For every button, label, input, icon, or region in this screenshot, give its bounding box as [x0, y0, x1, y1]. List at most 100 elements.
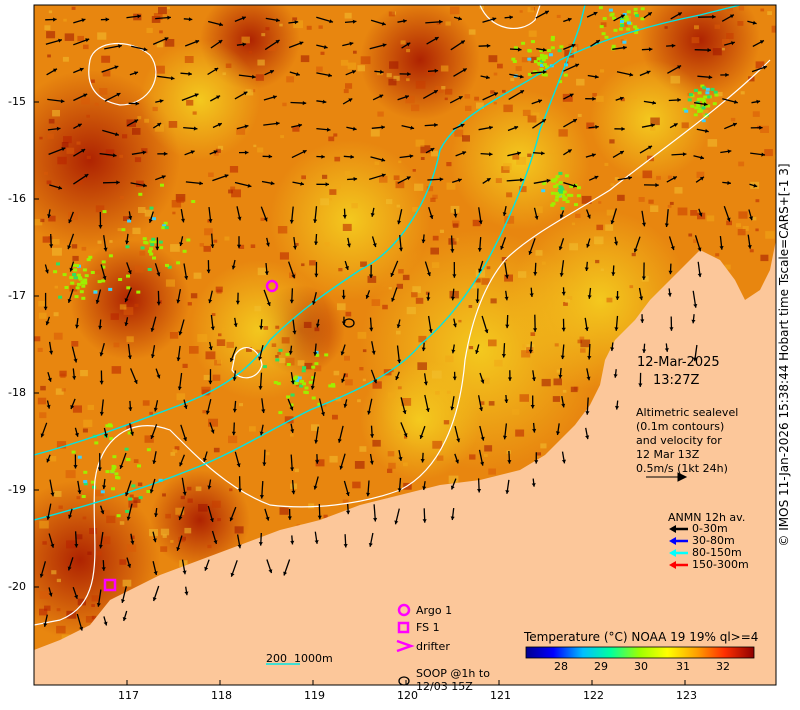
- velocity-arrowhead: [352, 126, 357, 131]
- fs-legend-label: FS 1: [416, 621, 440, 634]
- temperature-pixel: [527, 115, 537, 123]
- temperature-pixel: [411, 292, 418, 298]
- velocity-arrowhead: [429, 215, 434, 219]
- temperature-pixel: [71, 6, 76, 10]
- velocity-arrowhead: [79, 626, 84, 631]
- velocity-arrowhead: [544, 10, 549, 15]
- velocity-arrowhead: [264, 271, 269, 275]
- velocity-arrowhead: [302, 150, 307, 154]
- cool-pixel: [694, 88, 698, 92]
- temperature-pixel: [567, 296, 573, 300]
- temperature-pixel: [132, 128, 141, 135]
- temperature-pixel: [86, 155, 91, 160]
- temperature-pixel: [359, 367, 364, 371]
- y-tick-label-1: -16: [8, 192, 26, 205]
- cool-pixel: [331, 384, 336, 388]
- bathy-legend-label: 200 1000m: [266, 652, 333, 665]
- velocity-arrowhead: [703, 102, 708, 107]
- velocity-arrowhead: [210, 326, 215, 331]
- temperature-pixel: [530, 56, 539, 63]
- temperature-pixel: [648, 199, 654, 204]
- velocity-arrowhead: [241, 16, 246, 21]
- temperature-pixel: [71, 341, 79, 347]
- velocity-arrowhead: [629, 72, 634, 77]
- temperature-pixel: [494, 359, 503, 367]
- cool-pixel: [317, 402, 322, 406]
- temperature-pixel: [388, 78, 397, 86]
- velocity-arrowhead: [77, 123, 82, 128]
- cool-pixel: [626, 21, 631, 25]
- cool-pixel: [299, 384, 304, 388]
- velocity-arrowhead: [475, 299, 480, 303]
- temperature-pixel: [549, 150, 555, 154]
- cool-pixel: [696, 104, 701, 108]
- cool-pixel: [541, 189, 546, 193]
- velocity-arrowhead: [509, 15, 513, 20]
- temperature-pixel: [387, 392, 396, 399]
- colorbar-tick-4: 32: [716, 660, 730, 673]
- temperature-pixel: [76, 141, 81, 145]
- velocity-arrowhead: [182, 570, 187, 575]
- velocity-arrowhead: [58, 38, 62, 43]
- yellow-temperature-patch: [360, 360, 480, 480]
- cool-pixel: [545, 65, 549, 69]
- velocity-arrowhead: [150, 435, 155, 439]
- temperature-pixel: [203, 245, 211, 252]
- velocity-arrowhead: [727, 149, 732, 154]
- temperature-pixel: [469, 454, 476, 460]
- temperature-pixel: [510, 78, 515, 82]
- velocity-arrowhead: [188, 71, 192, 76]
- cool-pixel: [292, 381, 297, 385]
- temperature-pixel: [540, 443, 547, 449]
- velocity-arrowhead: [46, 458, 51, 463]
- temperature-pixel: [176, 196, 185, 203]
- velocity-arrowhead: [370, 213, 375, 217]
- velocity-arrowhead: [651, 123, 655, 128]
- temperature-pixel: [72, 405, 82, 413]
- velocity-arrowhead: [667, 292, 672, 297]
- velocity-arrowhead: [150, 354, 155, 358]
- temperature-pixel: [245, 89, 254, 96]
- velocity-arrowhead: [430, 148, 435, 152]
- altimetry-line-3: and velocity for: [636, 434, 722, 447]
- x-tick-label-4: 121: [490, 689, 511, 702]
- temperature-pixel: [34, 336, 41, 342]
- temperature-pixel: [102, 70, 111, 77]
- velocity-arrowhead: [669, 327, 674, 331]
- cool-pixel: [111, 464, 116, 468]
- temperature-pixel: [52, 239, 60, 245]
- cool-pixel: [71, 450, 76, 454]
- temperature-pixel: [94, 102, 99, 106]
- temperature-pixel: [126, 424, 133, 429]
- velocity-arrowhead: [381, 21, 386, 26]
- temperature-pixel: [231, 189, 241, 198]
- temperature-pixel: [119, 304, 127, 310]
- temperature-pixel: [396, 283, 403, 289]
- cool-pixel: [541, 58, 546, 62]
- temperature-pixel: [476, 102, 484, 109]
- velocity-arrowhead: [670, 246, 675, 250]
- velocity-arrowhead: [462, 68, 467, 73]
- cool-pixel: [706, 95, 711, 99]
- y-tick-label-0: -15: [8, 95, 26, 108]
- isobaths: [34, 5, 741, 521]
- velocity-arrowhead: [291, 274, 296, 279]
- velocity-arrowhead: [382, 43, 387, 48]
- temperature-pixel: [56, 625, 66, 634]
- temperature-pixel: [367, 275, 377, 283]
- cool-pixel: [162, 224, 167, 228]
- temperature-pixel: [184, 527, 192, 534]
- velocity-arrowhead: [693, 357, 698, 362]
- velocity-arrowhead: [455, 459, 459, 464]
- cool-pixel: [558, 171, 563, 175]
- cool-pixel: [77, 455, 82, 459]
- temperature-pixel: [519, 394, 529, 402]
- cool-pixel: [53, 270, 58, 274]
- velocity-arrowhead: [433, 90, 438, 94]
- velocity-arrowhead: [381, 173, 386, 178]
- cool-pixel: [550, 191, 555, 195]
- velocity-arrowhead: [99, 411, 104, 416]
- cool-pixel: [302, 366, 307, 370]
- cool-pixel: [100, 490, 105, 494]
- velocity-arrowhead: [98, 225, 103, 229]
